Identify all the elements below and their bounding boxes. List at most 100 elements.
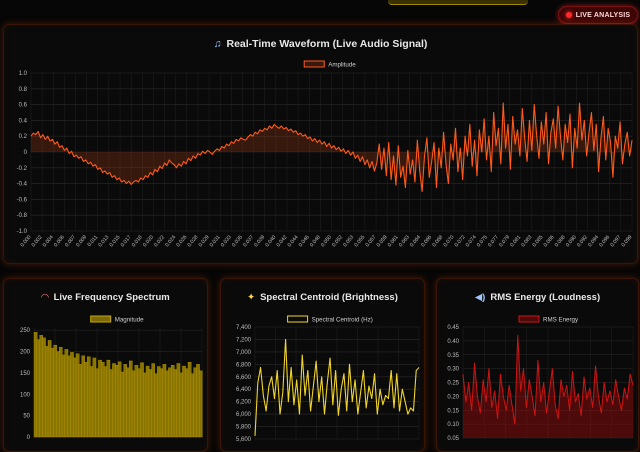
x-tick-label: 0.011	[87, 234, 100, 248]
x-tick-label: 0.083	[520, 234, 533, 248]
legend-label: RMS Energy	[543, 317, 579, 324]
y-tick-label: -1.0	[17, 229, 28, 235]
legend-swatch	[91, 316, 111, 322]
red-dot-icon	[566, 12, 572, 18]
y-tick-label: 6,800	[236, 362, 252, 368]
x-tick-label: 0.004	[42, 234, 55, 248]
y-tick-label: 200	[20, 350, 31, 356]
y-tick-label: -0.4	[17, 182, 28, 188]
x-tick-label: 0.063	[398, 234, 411, 248]
y-tick-label: 0.05	[447, 436, 459, 442]
y-tick-label: 0.40	[447, 339, 459, 345]
live-analysis-badge[interactable]: LIVE ANALYSIS	[558, 6, 638, 24]
rms-chart: RMS Energy 0.45 0.40 0.35 0.30 0.25 0.20 0.15 0.…	[437, 279, 638, 451]
legend-swatch	[288, 316, 308, 322]
x-tick-label: 0.070	[443, 234, 456, 248]
y-tick-label: 150	[20, 371, 31, 377]
centroid-panel: ✦Spectral Centroid (Brightness) Spectral…	[220, 278, 425, 452]
spectrum-chart: Magnitude 250 200 150 100 50 0	[4, 279, 207, 451]
x-tick-label: 0.061	[387, 234, 400, 248]
x-tick-label: 0.055	[353, 234, 366, 248]
x-tick-label: 0.057	[365, 234, 378, 248]
x-tick-label: 0.002	[31, 234, 44, 248]
x-tick-label: 0.053	[342, 234, 355, 248]
legend-label: Spectral Centroid (Hz)	[312, 317, 373, 324]
y-tick-label: 50	[23, 414, 30, 420]
x-tick-label: 0.066	[420, 234, 433, 248]
y-tick-label: 0.2	[19, 134, 28, 140]
x-tick-label: 0.052	[331, 234, 344, 248]
x-tick-label: 0.050	[320, 234, 333, 248]
y-tick-label: 1.0	[19, 71, 28, 77]
y-tick-label: -0.2	[17, 166, 28, 172]
x-tick-label: 0.092	[576, 234, 589, 248]
x-tick-label: 0.009	[75, 234, 88, 248]
x-tick-label: 0.042	[276, 234, 289, 248]
y-tick-label: 6,000	[236, 412, 252, 418]
y-tick-label: 0	[24, 150, 28, 156]
y-tick-label: 0	[27, 435, 31, 441]
waveform-chart: Amplitude1.00.80.60.40.20-0.2-0.4-0.6-0.…	[4, 25, 637, 263]
y-tick-label: 0.8	[19, 87, 28, 93]
x-tick-label: 0.006	[53, 234, 66, 248]
x-tick-label: 0.017	[120, 234, 133, 248]
legend-label: Amplitude	[328, 62, 356, 69]
y-tick-label: -0.6	[17, 197, 28, 203]
x-tick-label: 0.081	[509, 234, 522, 248]
y-tick-label: 5,600	[236, 437, 252, 443]
x-tick-label: 0.013	[97, 234, 110, 248]
y-tick-label: 0.45	[447, 325, 459, 331]
x-tick-label: 0.099	[621, 234, 634, 248]
top-panel-edge	[388, 0, 528, 5]
y-tick-label: 7,200	[236, 337, 252, 343]
y-tick-label: 7,000	[236, 350, 252, 356]
x-tick-label: 0.028	[187, 234, 200, 248]
x-tick-label: 0.068	[431, 234, 444, 248]
y-tick-label: 250	[20, 328, 31, 334]
live-analysis-label: LIVE ANALYSIS	[576, 12, 631, 19]
legend-swatch	[304, 61, 324, 67]
y-tick-label: 0.10	[447, 422, 459, 428]
y-tick-label: 5,800	[236, 425, 252, 431]
y-tick-label: 100	[20, 392, 31, 398]
x-tick-label: 0.059	[376, 234, 389, 248]
x-tick-label: 0.020	[142, 234, 155, 248]
legend-swatch	[519, 316, 539, 322]
y-tick-label: 0.25	[447, 381, 459, 387]
x-tick-label: 0.086	[543, 234, 556, 248]
waveform-panel: ♫Real-Time Waveform (Live Audio Signal) …	[3, 24, 638, 264]
x-tick-label: 0.018	[131, 234, 144, 248]
x-tick-label: 0.000	[20, 234, 33, 248]
x-tick-label: 0.077	[487, 234, 500, 248]
x-tick-label: 0.024	[164, 234, 177, 248]
x-tick-label: 0.075	[476, 234, 489, 248]
y-tick-label: 0.15	[447, 408, 459, 414]
centroid-chart: Spectral Centroid (Hz)7,4007,2007,0006,8…	[221, 279, 424, 451]
x-tick-label: 0.096	[598, 234, 611, 248]
y-tick-label: 0.30	[447, 367, 459, 373]
x-tick-label: 0.031	[209, 234, 222, 248]
legend-label: Magnitude	[115, 317, 144, 324]
x-tick-label: 0.079	[498, 234, 511, 248]
x-tick-label: 0.048	[309, 234, 322, 248]
y-tick-label: 0.20	[447, 394, 459, 400]
x-tick-label: 0.015	[109, 234, 122, 248]
x-tick-label: 0.085	[532, 234, 545, 248]
x-tick-label: 0.072	[454, 234, 467, 248]
x-tick-label: 0.039	[253, 234, 266, 248]
x-tick-label: 0.097	[609, 234, 622, 248]
spectrum-bar	[199, 371, 202, 437]
x-tick-label: 0.026	[175, 234, 188, 248]
x-tick-label: 0.040	[264, 234, 277, 248]
x-tick-label: 0.029	[198, 234, 211, 248]
y-tick-label: 0.4	[19, 118, 28, 124]
x-tick-label: 0.037	[242, 234, 255, 248]
x-tick-label: 0.007	[64, 234, 77, 248]
x-tick-label: 0.033	[220, 234, 233, 248]
x-tick-label: 0.074	[465, 234, 478, 248]
x-tick-label: 0.094	[587, 234, 600, 248]
x-tick-label: 0.064	[409, 234, 422, 248]
y-tick-label: 0.35	[447, 353, 459, 359]
